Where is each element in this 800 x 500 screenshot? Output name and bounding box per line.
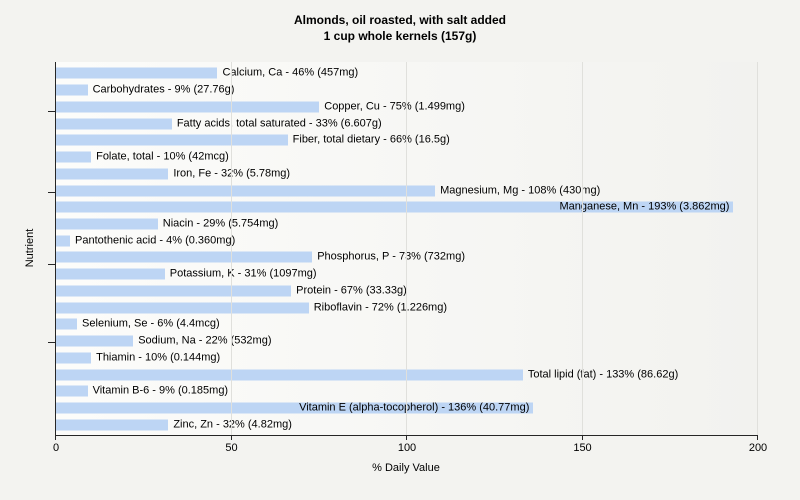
y-axis-tick-3: [48, 341, 55, 343]
bar-row-magnesium-mg: Magnesium, Mg - 108% (430mg): [56, 182, 758, 199]
nutrient-bar: [56, 84, 88, 96]
nutrient-bar: [56, 385, 88, 397]
bar-row-zinc-zn: Zinc, Zn - 32% (4.82mg): [56, 416, 758, 433]
gridline-x-100: [406, 62, 407, 435]
bar-row-calcium-ca: Calcium, Ca - 46% (457mg): [56, 65, 758, 82]
bar-label: Thiamin - 10% (0.144mg): [96, 351, 221, 364]
bar-row-total-lipid-fat: Total lipid (fat) - 133% (86.62g): [56, 366, 758, 383]
nutrient-bar: [56, 335, 134, 347]
nutrient-bar: [56, 251, 313, 263]
bar-row-phosphorus-p: Phosphorus, P - 73% (732mg): [56, 249, 758, 266]
nutrient-bar: [56, 318, 78, 330]
bar-label: Fatty acids, total saturated - 33% (6.60…: [176, 117, 382, 130]
gridline-x-200: [757, 62, 758, 435]
bar-row-iron-fe: Iron, Fe - 32% (5.78mg): [56, 165, 758, 182]
bar-label: Phosphorus, P - 73% (732mg): [317, 250, 465, 263]
nutrient-bar: [56, 101, 320, 113]
bar-label: Calcium, Ca - 46% (457mg): [222, 66, 359, 79]
y-axis-tick-0: [48, 110, 55, 112]
nutrient-bar: [56, 402, 534, 414]
bar-label: Folate, total - 10% (42mcg): [96, 150, 229, 163]
x-axis-tick-100: [406, 435, 407, 440]
bar-label: Riboflavin - 72% (1.226mg): [313, 301, 448, 314]
nutrient-bar: [56, 218, 158, 230]
chart-title-line-2: 1 cup whole kernels (157g): [323, 29, 477, 43]
bar-label: Total lipid (fat) - 133% (86.62g): [527, 368, 679, 381]
nutrient-bar: [56, 268, 165, 280]
x-axis-title: % Daily Value: [372, 462, 440, 474]
nutrient-bar: [56, 118, 172, 130]
x-axis-tick-label-0: 0: [52, 442, 60, 454]
bar-row-pantothenic-acid: Pantothenic acid - 4% (0.360mg): [56, 232, 758, 249]
bar-label: Carbohydrates - 9% (27.76g): [92, 83, 235, 96]
x-axis-tick-50: [230, 435, 232, 440]
bar-row-copper-cu: Copper, Cu - 75% (1.499mg): [56, 98, 758, 115]
x-axis-tick-label-200: 200: [748, 442, 768, 454]
nutrient-bar: [56, 201, 734, 213]
bar-label: Zinc, Zn - 32% (4.82mg): [173, 418, 292, 431]
bar-row-sodium-na: Sodium, Na - 22% (532mg): [56, 333, 758, 350]
nutrient-bar: [56, 168, 169, 180]
nutrient-bar: [56, 352, 92, 364]
nutrient-bar: [56, 235, 71, 247]
bar-label: Niacin - 29% (5.754mg): [162, 217, 279, 230]
bar-rows: Calcium, Ca - 46% (457mg) Carbohydrates -…: [56, 62, 758, 435]
bar-row-thiamin: Thiamin - 10% (0.144mg): [56, 349, 758, 366]
bar-label: Vitamin B-6 - 9% (0.185mg): [92, 384, 229, 397]
bar-row-fiber-total-dietary: Fiber, total dietary - 66% (16.5g): [56, 132, 758, 149]
chart-title: Almonds, oil roasted, with salt added 1 …: [0, 12, 800, 44]
bar-label: Iron, Fe - 32% (5.78mg): [173, 167, 291, 180]
bar-label: Protein - 67% (33.33g): [296, 284, 407, 297]
nutrient-bar: [56, 134, 288, 146]
bar-label: Sodium, Na - 22% (532mg): [138, 334, 272, 347]
bar-row-fatty-acids-total-saturated: Fatty acids, total saturated - 33% (6.60…: [56, 115, 758, 132]
x-axis-tick-label-50: 50: [225, 442, 238, 454]
nutrient-bar: [56, 419, 169, 431]
x-axis-tick-0: [55, 435, 56, 440]
bar-row-selenium-se: Selenium, Se - 6% (4.4mcg): [56, 316, 758, 333]
y-axis-tick-2: [48, 263, 55, 265]
y-axis-tick-1: [48, 191, 55, 193]
bar-label: Manganese, Mn - 193% (3.862mg): [559, 200, 730, 213]
x-axis-tick-label-150: 150: [573, 442, 592, 454]
gridline-x-50: [230, 62, 232, 435]
x-axis-tick-label-100: 100: [397, 442, 417, 454]
bar-label: Potassium, K - 31% (1097mg): [169, 267, 317, 280]
x-axis-tick-150: [581, 435, 583, 440]
bar-row-folate-total: Folate, total - 10% (42mcg): [56, 149, 758, 166]
x-axis-tick-200: [757, 435, 758, 440]
bar-row-carbohydrates: Carbohydrates - 9% (27.76g): [56, 82, 758, 99]
bar-row-protein: Protein - 67% (33.33g): [56, 283, 758, 300]
nutrient-bar: [56, 185, 436, 196]
bar-label: Copper, Cu - 75% (1.499mg): [324, 100, 465, 113]
bar-row-potassium-k: Potassium, K - 31% (1097mg): [56, 266, 758, 283]
nutrient-bar: [56, 302, 309, 314]
bar-row-vitamin-e-alpha-tocopherol: Vitamin E (alpha-tocopherol) - 136% (40.…: [56, 400, 758, 417]
bar-label: Fiber, total dietary - 66% (16.5g): [292, 133, 450, 146]
nutrient-bar: [56, 369, 523, 381]
gridline-x-150: [581, 62, 583, 435]
nutrient-bar: [56, 67, 218, 79]
bar-row-riboflavin: Riboflavin - 72% (1.226mg): [56, 299, 758, 316]
chart-title-line-1: Almonds, oil roasted, with salt added: [293, 13, 507, 27]
y-axis-title: Nutrient: [24, 228, 36, 268]
nutrient-bar: [56, 285, 292, 297]
nutrient-bar: [56, 151, 92, 163]
bar-label: Vitamin E (alpha-tocopherol) - 136% (40.…: [299, 401, 530, 414]
bar-label: Selenium, Se - 6% (4.4mcg): [82, 317, 220, 330]
bar-row-vitamin-b-6: Vitamin B-6 - 9% (0.185mg): [56, 383, 758, 400]
plot-area: Calcium, Ca - 46% (457mg) Carbohydrates -…: [48, 62, 767, 454]
bar-label: Magnesium, Mg - 108% (430mg): [440, 184, 601, 196]
bar-label: Pantothenic acid - 4% (0.360mg): [75, 234, 236, 247]
bar-row-manganese-mn: Manganese, Mn - 193% (3.862mg): [56, 199, 758, 216]
bar-row-niacin: Niacin - 29% (5.754mg): [56, 216, 758, 233]
